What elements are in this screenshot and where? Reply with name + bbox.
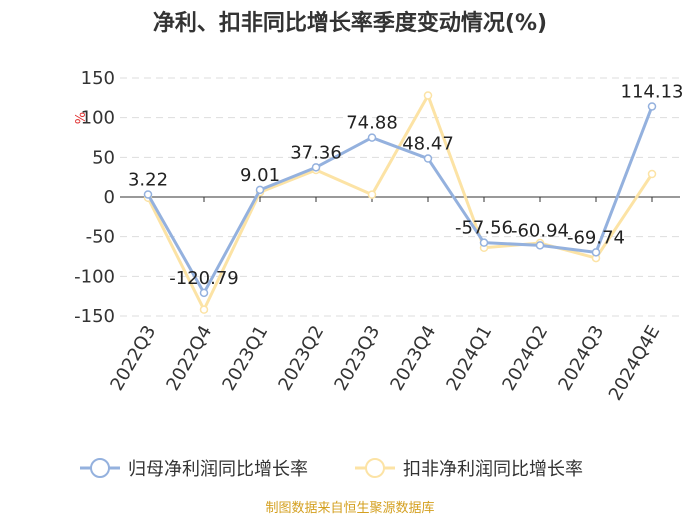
- legend-label: 归母净利润同比增长率: [128, 459, 308, 480]
- data-point: [423, 154, 433, 163]
- data-point: [423, 91, 433, 100]
- x-tick-label: 2023Q4: [386, 322, 440, 394]
- data-point: [199, 288, 209, 298]
- data-point: [199, 305, 209, 314]
- data-label: -60.94: [511, 220, 569, 241]
- data-label: 74.88: [346, 113, 398, 134]
- gridlines: [120, 77, 680, 317]
- x-tick-label: 2024Q2: [498, 322, 552, 394]
- data-label: 9.01: [240, 165, 280, 186]
- legend-label: 扣非净利润同比增长率: [403, 459, 583, 480]
- x-tick-label: 2022Q4: [162, 322, 216, 394]
- data-point: [311, 163, 321, 172]
- y-tick-label: 150: [81, 68, 115, 89]
- source-note: 制图数据来自恒生聚源数据库: [265, 500, 434, 516]
- data-label: -57.56: [455, 218, 513, 239]
- data-point: [143, 190, 153, 199]
- chart-title: 净利、扣非同比增长率季度变动情况(%): [153, 10, 547, 36]
- y-tick-label: -50: [86, 227, 115, 248]
- data-label: 48.47: [402, 134, 454, 155]
- series-line: [146, 105, 654, 295]
- x-tick-label: 2022Q3: [106, 322, 160, 394]
- data-label: 3.22: [128, 169, 168, 190]
- y-axis-ticks: -150 -100 -50 0 50 100 150: [74, 68, 115, 327]
- y-tick-label: -100: [74, 266, 115, 287]
- y-tick-label: 0: [104, 187, 115, 208]
- data-point: [479, 238, 489, 247]
- y-tick-label: -150: [74, 306, 115, 327]
- x-tick-label: 2024Q1: [442, 322, 496, 394]
- data-point: [647, 169, 657, 179]
- y-tick-label: 50: [92, 147, 115, 168]
- series-lines: [143, 91, 657, 314]
- x-tick-label: 2023Q3: [330, 322, 384, 394]
- x-tick-label: 2023Q2: [274, 322, 328, 394]
- series-line: [146, 93, 654, 312]
- x-tick-label: 2023Q1: [218, 322, 272, 394]
- data-label: -69.74: [567, 227, 625, 248]
- legend: 归母净利润同比增长率 扣非净利润同比增长率: [80, 458, 583, 480]
- x-tick-label: 2024Q3: [554, 322, 608, 394]
- x-tick-label: 2024Q4E: [605, 322, 665, 404]
- data-point: [591, 248, 601, 257]
- data-point: [535, 241, 545, 250]
- legend-swatch-marker: [90, 458, 110, 478]
- data-point: [255, 185, 265, 195]
- legend-swatch-marker: [365, 458, 385, 478]
- data-point: [647, 102, 657, 111]
- data-label: -120.79: [169, 268, 238, 289]
- y-axis-unit: %: [71, 112, 86, 124]
- data-point: [367, 133, 377, 142]
- y-tick-label: 100: [81, 108, 115, 129]
- data-label: 114.13: [621, 81, 684, 102]
- data-point: [367, 190, 377, 199]
- data-label: 37.36: [290, 142, 342, 163]
